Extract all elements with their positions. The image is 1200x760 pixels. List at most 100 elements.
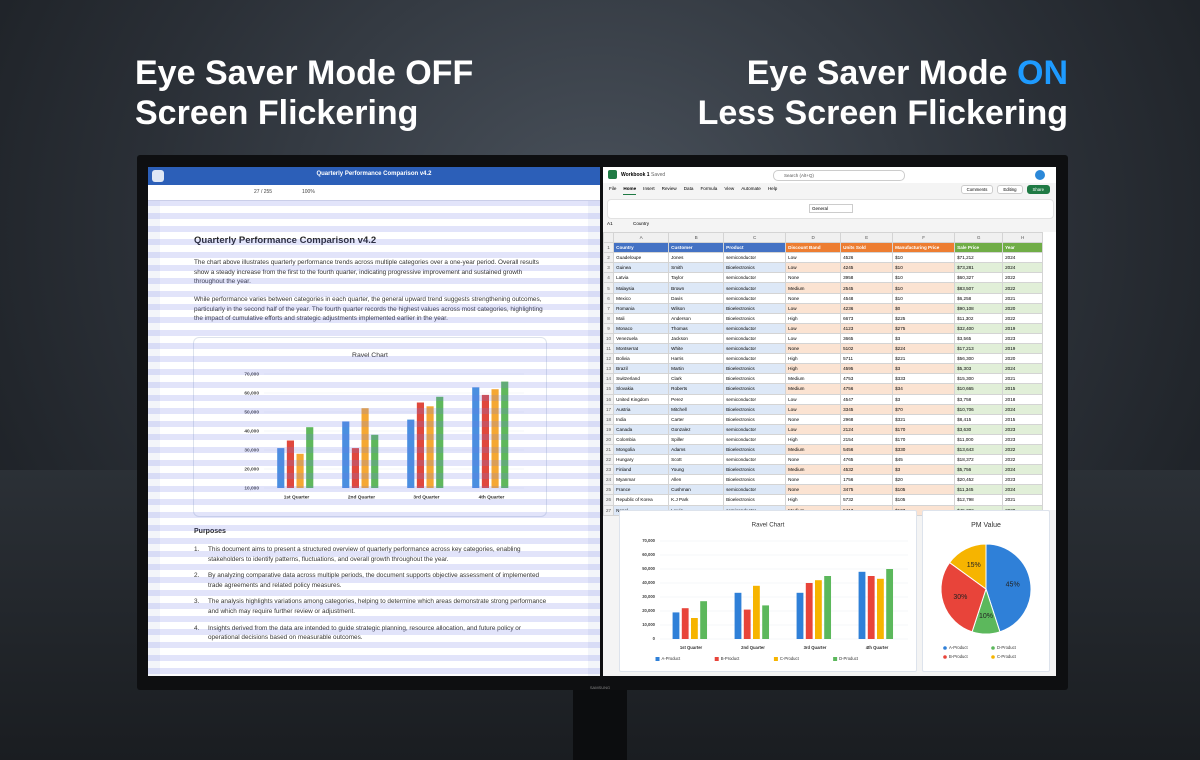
button[interactable]: Comments: [960, 185, 994, 194]
avatar[interactable]: [1035, 170, 1045, 180]
menu-item[interactable]: Data: [683, 186, 694, 191]
cell: Brazil: [613, 363, 670, 375]
cell: $70: [892, 403, 956, 415]
purpose-item: 4. Insights derived from the data are int…: [194, 624, 554, 643]
cell: Low: [785, 262, 842, 274]
button[interactable]: Editing: [997, 185, 1023, 194]
back-button[interactable]: [152, 170, 164, 182]
cell: Guinea: [613, 262, 670, 274]
cell: None: [785, 272, 842, 284]
purposes-title: Purposes: [194, 528, 226, 535]
bar: [407, 419, 415, 488]
cell: Bioelectronics: [723, 262, 787, 274]
chart-title: PM Value: [971, 522, 1001, 529]
cell: $3,758: [954, 393, 1004, 405]
grid-area: A B C D E F G H 1 Country Customer Product Discount …: [603, 231, 1056, 516]
cell: 4595: [840, 363, 894, 375]
bar: [886, 569, 894, 639]
data-row: 14 Switzerland Clark Bioelectronics Medium 47…: [603, 373, 1044, 385]
cell: 2023: [1002, 474, 1044, 486]
formula-bar[interactable]: Country: [633, 221, 650, 226]
header-cell: Year: [1002, 242, 1044, 254]
menu-item[interactable]: Insert: [643, 186, 655, 191]
bar: [342, 421, 350, 488]
legend-swatch: [833, 657, 838, 661]
y-tick-label: 30,000: [642, 594, 655, 599]
zoom[interactable]: 100%: [302, 189, 315, 195]
cell: 4547: [840, 393, 894, 405]
data-row: 4 Latvia Taylor semiconductor None 3958 $10 $60…: [603, 272, 1044, 284]
data-row: 5 Malaysia Brown semiconductor Medium 2545 $10…: [603, 282, 1044, 294]
cell: 4765: [840, 454, 894, 466]
cell: 2024: [1002, 252, 1044, 264]
cell: Young: [668, 464, 725, 476]
menu-item[interactable]: Home: [623, 186, 637, 195]
cell: 2018: [1002, 393, 1044, 405]
cell: 2019: [1002, 322, 1044, 334]
menu-item[interactable]: View: [724, 186, 735, 191]
cell: Canada: [613, 423, 670, 435]
bar: [361, 408, 369, 488]
pie-slice: [940, 561, 987, 633]
menu-item[interactable]: Help: [767, 186, 778, 191]
cell: Martin: [668, 363, 725, 375]
name-box[interactable]: A1: [607, 221, 613, 226]
header-cell: Sale Price: [954, 242, 1004, 254]
cell: 2022: [1002, 312, 1044, 324]
menu-item[interactable]: Formula: [700, 186, 718, 191]
row-number: 10: [603, 332, 615, 345]
bar: [700, 601, 708, 639]
bar: [824, 576, 832, 639]
cell: semiconductor: [723, 292, 787, 304]
data-row: 23 Finland Young Bioelectronics Medium 4532 $3…: [603, 464, 1044, 476]
menu-item[interactable]: Review: [661, 186, 677, 191]
row-number: 4: [603, 272, 615, 284]
headline-highlight: ON: [1017, 54, 1068, 92]
cell: 2124: [840, 423, 894, 435]
cell: Davis: [668, 292, 725, 304]
cell: semiconductor: [723, 282, 787, 294]
workbook-name: Workbook 1: [621, 172, 650, 178]
row-number: 5: [603, 282, 615, 294]
bar: [436, 396, 444, 488]
cell: Austria: [613, 403, 670, 415]
number-format[interactable]: General: [809, 204, 853, 213]
data-row: 21 Mongolia Adams Bioelectronics Medium 5456 $…: [603, 443, 1044, 456]
bar: [296, 453, 304, 488]
button[interactable]: Share: [1026, 185, 1050, 194]
row-number: 21: [603, 443, 615, 456]
cell: White: [668, 343, 725, 355]
cell: Harris: [668, 353, 725, 365]
bar: [681, 608, 689, 639]
menu-item[interactable]: File: [609, 186, 617, 191]
cell: 6673: [840, 312, 894, 324]
cell: 2022: [1002, 272, 1044, 284]
cell: Slovakia: [613, 383, 670, 395]
cell: $105: [892, 484, 956, 496]
cell: Jones: [668, 252, 725, 264]
cell: Wilson: [668, 302, 725, 314]
chart: Ravel Chart 0 10,000 20,000 30,000 40,000 50,0…: [642, 522, 908, 661]
purposes-list: 1. This document aims to present a struct…: [194, 545, 554, 650]
legend-label: D-Product: [839, 656, 859, 661]
cell: 4236: [840, 302, 894, 314]
cell: $45: [892, 454, 956, 466]
cell: Bolivia: [613, 353, 670, 365]
app-bar: [148, 167, 600, 185]
cell: Low: [785, 332, 842, 345]
search-box[interactable]: Search (Alt+Q): [773, 170, 905, 181]
cell: $105: [892, 494, 956, 506]
headline-right-2: Less Screen Flickering: [697, 94, 1068, 132]
data-row: 15 Slovakia Roberts Bioelectronics Medium 475…: [603, 383, 1044, 395]
x-tick-label: 3rd Quarter: [804, 645, 827, 650]
cell: $221: [892, 353, 956, 365]
row-number: 27: [603, 504, 615, 516]
menu-item[interactable]: Automate: [741, 186, 761, 191]
data-row: 10 Venezuela Jackson semiconductor Low 3665 $3…: [603, 332, 1044, 345]
cell: 2024: [1002, 262, 1044, 274]
cell: Bioelectronics: [723, 363, 787, 375]
cell: Taylor: [668, 272, 725, 284]
cell: Mongolia: [613, 443, 670, 456]
cell: None: [785, 454, 842, 466]
